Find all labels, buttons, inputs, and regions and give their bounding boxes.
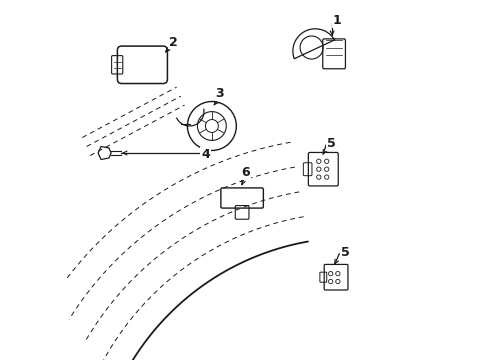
Text: 4: 4 [201,148,210,161]
Text: 2: 2 [169,36,177,49]
Text: 3: 3 [216,87,224,100]
Text: 1: 1 [332,14,341,27]
Text: 5: 5 [341,246,349,259]
Text: 6: 6 [242,166,250,179]
Text: 5: 5 [327,137,336,150]
